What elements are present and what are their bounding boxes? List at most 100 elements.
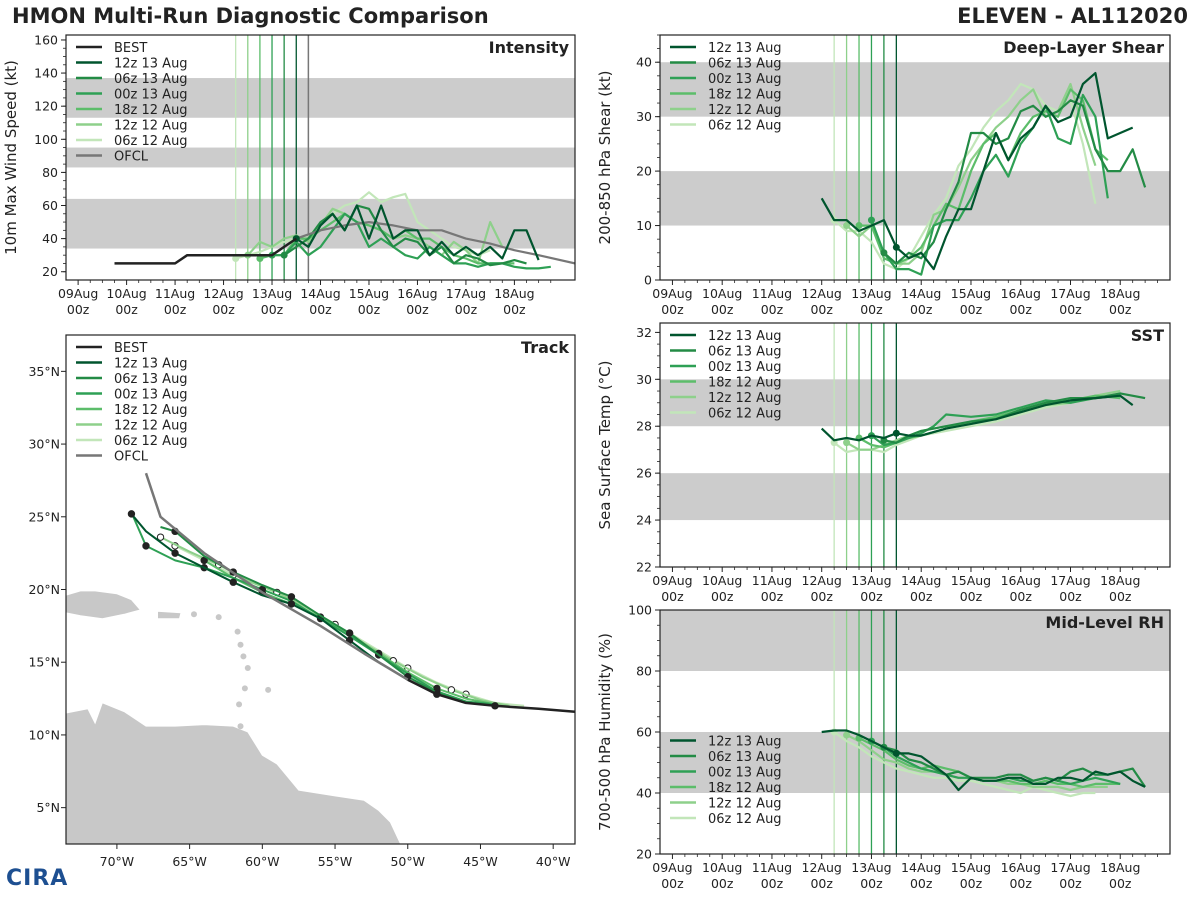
x-tick-label-hour: 00z <box>212 302 235 317</box>
x-tick-label-hour: 00z <box>860 302 883 317</box>
x-tick-label-hour: 00z <box>261 302 284 317</box>
track-position-marker <box>142 542 150 550</box>
x-tick-label-day: 11Aug <box>752 573 792 588</box>
series-line-12z-13-aug <box>821 729 1146 792</box>
legend-label: 12z 12 Aug <box>114 119 188 134</box>
x-tick-label-hour: 00z <box>406 302 429 317</box>
plot-area <box>660 323 1170 567</box>
lon-tick-label: 70°W <box>100 854 135 869</box>
panel-title: SST <box>1131 326 1164 345</box>
y-tick-label: 28 <box>636 419 652 434</box>
init-marker <box>892 243 900 251</box>
shade-band <box>660 610 1170 671</box>
puerto-rico-land <box>157 610 182 619</box>
series-line-12z-13-aug <box>820 71 1134 271</box>
legend-label: 06z 12 Aug <box>114 134 188 149</box>
track-line-best <box>407 678 575 713</box>
init-marker <box>232 254 240 262</box>
x-tick-label-day: 12Aug <box>802 573 842 588</box>
x-tick-label-hour: 00z <box>115 302 138 317</box>
y-tick-label: 100 <box>34 132 58 147</box>
x-tick-label-hour: 00z <box>503 302 526 317</box>
y-tick-label: 20 <box>42 264 58 279</box>
legend-label: 06z 12 Aug <box>708 812 782 827</box>
x-tick-label-day: 10Aug <box>702 286 742 301</box>
track-position-marker <box>229 578 237 586</box>
x-tick-label-hour: 00z <box>910 589 933 604</box>
x-tick-label-hour: 00z <box>1109 589 1132 604</box>
x-tick-label-day: 17Aug <box>1050 860 1090 875</box>
hispaniola-land <box>66 590 141 620</box>
init-marker <box>256 254 264 262</box>
legend-label: 12z 13 Aug <box>114 57 188 72</box>
x-tick-label-hour: 00z <box>711 302 734 317</box>
y-tick-label: 60 <box>42 198 58 213</box>
series-line-06z-13-aug <box>283 204 527 267</box>
legend-label: 06z 13 Aug <box>708 345 782 360</box>
x-tick-label-hour: 00z <box>860 876 883 891</box>
track-line-06z-13-aug <box>160 526 467 704</box>
x-tick-label-hour: 00z <box>761 302 784 317</box>
series-line-06z-13-aug <box>883 746 1147 788</box>
panel-title: Intensity <box>489 38 570 57</box>
x-tick-label-day: 14Aug <box>901 860 941 875</box>
x-tick-label-hour: 00z <box>1009 302 1032 317</box>
init-marker <box>843 439 851 447</box>
x-tick-label-day: 09Aug <box>58 286 98 301</box>
init-marker <box>855 222 863 230</box>
legend-label: 12z 13 Aug <box>114 357 188 372</box>
y-tick-label: 30 <box>636 109 652 124</box>
legend-label: 00z 13 Aug <box>114 88 188 103</box>
lat-tick-label: 25°N <box>28 509 60 524</box>
island-land <box>190 611 197 618</box>
x-tick-label-day: 13Aug <box>851 286 891 301</box>
x-tick-label-hour: 00z <box>1059 302 1082 317</box>
init-marker <box>892 429 900 437</box>
x-tick-label-day: 16Aug <box>397 286 437 301</box>
x-tick-label-hour: 00z <box>910 302 933 317</box>
legend-label: 12z 13 Aug <box>708 41 782 56</box>
legend-label: 06z 13 Aug <box>114 72 188 87</box>
x-tick-label-day: 12Aug <box>802 286 842 301</box>
x-tick-label-hour: 00z <box>1109 876 1132 891</box>
track-line-ofcl <box>144 472 409 681</box>
shade-band <box>660 171 1170 226</box>
x-tick-label-hour: 00z <box>960 589 983 604</box>
x-tick-label-hour: 00z <box>1059 876 1082 891</box>
page-title: HMON Multi-Run Diagnostic Comparison <box>12 4 489 28</box>
track-position-marker <box>287 600 296 608</box>
x-tick-label-day: 15Aug <box>951 573 991 588</box>
island-land <box>241 685 248 692</box>
x-tick-label-hour: 00z <box>1009 876 1032 891</box>
island-land <box>237 641 244 648</box>
shade-band <box>660 473 1170 521</box>
lat-tick-label: 15°N <box>28 655 60 670</box>
track-position-marker <box>345 629 354 637</box>
island-land <box>234 628 241 635</box>
y-tick-label: 80 <box>42 165 58 180</box>
track-position-marker <box>491 702 499 710</box>
series-line-06z-12-aug <box>235 191 491 260</box>
legend-label: 00z 13 Aug <box>708 72 782 87</box>
x-tick-label-hour: 00z <box>761 589 784 604</box>
series-line-06z-13-aug <box>883 99 1147 265</box>
y-tick-label: 40 <box>42 231 58 246</box>
track-position-marker <box>287 593 296 601</box>
legend-label: 12z 13 Aug <box>708 735 782 750</box>
x-tick-label-day: 17Aug <box>446 286 486 301</box>
plot-area <box>66 35 575 280</box>
legend-label: 06z 13 Aug <box>708 57 782 72</box>
x-tick-label-hour: 00z <box>960 302 983 317</box>
y-tick-label: 100 <box>628 603 652 618</box>
init-marker <box>843 222 851 230</box>
x-tick-label-day: 14Aug <box>901 573 941 588</box>
shade-band <box>660 732 1170 793</box>
x-tick-label-day: 11Aug <box>155 286 195 301</box>
y-tick-label: 20 <box>636 847 652 862</box>
x-tick-label-day: 14Aug <box>300 286 340 301</box>
x-tick-label-hour: 00z <box>661 302 684 317</box>
y-tick-label: 10 <box>636 218 652 233</box>
track-line-12z-13-aug <box>130 513 409 681</box>
y-tick-label: 40 <box>636 55 652 70</box>
shade-band <box>66 78 575 118</box>
